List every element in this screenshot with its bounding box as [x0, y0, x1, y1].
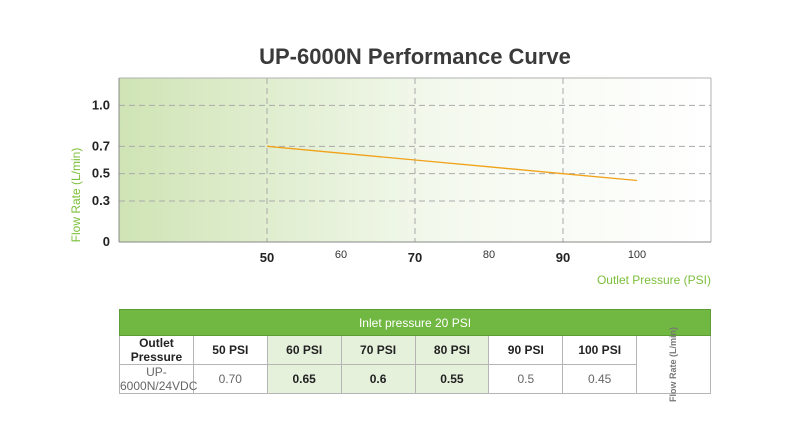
table-caption: Inlet pressure 20 PSI — [119, 309, 711, 336]
x-tick-label: 100 — [628, 249, 646, 261]
performance-table: Inlet pressure 20 PSI Outlet Pressure 50… — [119, 309, 711, 402]
x-tick-label: 90 — [556, 250, 570, 265]
y-tick-label: 0.3 — [92, 193, 110, 208]
row-header-cell: Outlet Pressure — [119, 335, 194, 365]
unit-cell: Flow Rate (L/min) — [636, 327, 711, 402]
x-axis-label: Outlet Pressure (PSI) — [597, 273, 711, 287]
x-tick-label: 70 — [408, 250, 422, 265]
table-caption-row: Inlet pressure 20 PSI — [119, 309, 711, 336]
column-header-100: 100 PSI — [562, 335, 638, 365]
value-cell-90: 0.5 — [488, 364, 564, 394]
y-tick-label: 1.0 — [92, 97, 110, 112]
value-cell-50: 0.70 — [192, 364, 268, 394]
model-cell: UP-6000N/24VDC — [119, 364, 198, 394]
chart-title: UP-6000N Performance Curve — [259, 44, 571, 69]
value-cell-100: 0.45 — [562, 364, 638, 394]
performance-chart: UP-6000N Performance Curve 0 0.3 0.5 0.7 1.0… — [69, 44, 712, 287]
y-axis-label: Flow Rate (L/min) — [69, 148, 83, 243]
value-cell-60: 0.65 — [266, 364, 342, 394]
table-header-row: Outlet Pressure 50 PSI 60 PSI 70 PSI 80 … — [119, 327, 711, 402]
unit-label: Flow Rate (L/min) — [668, 327, 679, 402]
column-header-70: 70 PSI — [340, 335, 416, 365]
column-header-60: 60 PSI — [266, 335, 342, 365]
y-tick-label: 0.5 — [92, 166, 110, 181]
value-cell-70: 0.6 — [340, 364, 416, 394]
column-header-50: 50 PSI — [192, 335, 268, 365]
x-tick-label: 80 — [483, 249, 495, 261]
column-header-90: 90 PSI — [488, 335, 564, 365]
flow-rate-line — [266, 145, 638, 182]
y-tick-label: 0 — [103, 234, 110, 249]
y-tick-label: 0.7 — [92, 138, 110, 153]
x-tick-label: 60 — [335, 249, 347, 261]
column-header-80: 80 PSI — [414, 335, 490, 365]
value-cell-80: 0.55 — [414, 364, 490, 394]
table-row: UP-6000N/24VDC 0.70 0.65 0.6 0.55 0.5 0.… — [119, 364, 711, 394]
x-tick-label: 50 — [260, 250, 274, 265]
